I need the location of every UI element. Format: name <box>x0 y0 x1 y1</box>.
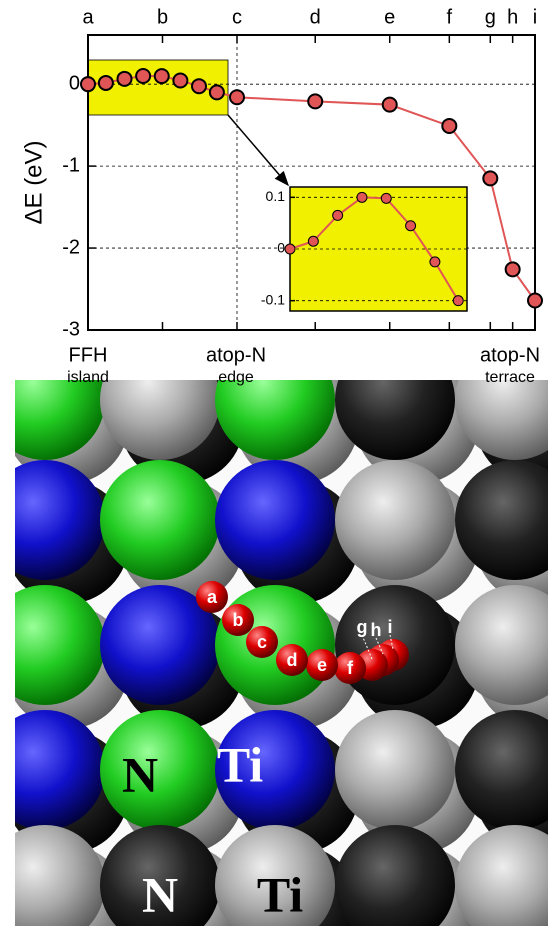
atom <box>215 460 335 580</box>
path-label: b <box>233 610 244 630</box>
x-tick-label: c <box>232 6 242 28</box>
leader <box>361 634 373 660</box>
atom <box>15 825 105 926</box>
atom <box>15 585 105 705</box>
atom <box>455 710 548 830</box>
data-point <box>208 84 225 101</box>
atom <box>100 460 220 580</box>
data-point <box>116 70 133 87</box>
plot-frame <box>87 34 536 331</box>
data-point <box>284 243 296 255</box>
data-point <box>332 209 344 221</box>
annotation: FFH <box>69 344 108 366</box>
data-point <box>380 192 392 204</box>
data-point <box>135 67 152 84</box>
data-point <box>80 76 96 93</box>
annotation: atop-N <box>480 344 540 366</box>
path-ball <box>196 581 228 613</box>
data-point <box>482 170 499 187</box>
inset-y-tick-label: 0 <box>277 240 285 256</box>
atom <box>215 710 335 830</box>
atom <box>100 825 220 926</box>
annotation-sub: terrace <box>485 369 535 386</box>
data-point <box>153 68 170 85</box>
x-tick-label: i <box>533 6 537 28</box>
y-tick-label: 0 <box>69 72 80 94</box>
x-tick-label: e <box>384 6 395 28</box>
atom <box>100 710 220 830</box>
inset-y-tick-label: 0.1 <box>266 188 286 204</box>
x-tick-label: b <box>157 6 168 28</box>
data-point <box>356 191 368 203</box>
y-axis-label: ΔE (eV) <box>20 140 47 224</box>
inset-background <box>290 187 467 311</box>
path-label: c <box>257 632 267 652</box>
data-point <box>441 117 458 134</box>
data-point <box>527 292 543 309</box>
atom <box>215 825 335 926</box>
atom <box>455 585 548 705</box>
path-label: h <box>371 620 382 640</box>
atom <box>100 585 220 705</box>
inset-arrow <box>227 114 289 187</box>
path-label: a <box>207 587 218 607</box>
path-ball <box>246 626 278 658</box>
path-ball <box>222 604 254 636</box>
path-label: f <box>347 658 354 678</box>
data-point <box>405 220 417 232</box>
data-point <box>504 261 521 278</box>
atom <box>335 380 455 460</box>
x-tick-label: d <box>310 6 321 28</box>
atom-label: Ti <box>217 736 263 792</box>
data-point <box>172 72 189 89</box>
atom <box>335 710 455 830</box>
x-tick-label: h <box>507 6 518 28</box>
x-tick-label: a <box>82 6 94 28</box>
path-label: i <box>387 617 392 637</box>
atom-label: N <box>142 866 178 922</box>
atom <box>455 460 548 580</box>
annotation-sub: island <box>67 369 109 386</box>
y-tick-label: -2 <box>62 236 80 258</box>
inset-y-tick-label: -0.1 <box>261 291 285 307</box>
atom <box>335 460 455 580</box>
atom <box>15 380 105 460</box>
atom <box>215 380 335 460</box>
path-ball <box>306 649 338 681</box>
atom-label: Ti <box>257 866 303 922</box>
y-tick-label: -1 <box>62 154 80 176</box>
data-point <box>191 78 208 95</box>
atom <box>100 380 220 460</box>
series-line <box>289 196 460 302</box>
path-label: g <box>357 617 368 637</box>
path-label: e <box>317 655 327 675</box>
data-point <box>452 295 464 307</box>
x-tick-label: f <box>447 6 453 28</box>
data-point <box>229 89 245 106</box>
annotation: atop-N <box>206 344 266 366</box>
y-tick-label: -3 <box>62 318 80 340</box>
path-ball <box>334 652 366 684</box>
path-label: d <box>287 650 298 670</box>
data-point <box>429 256 441 268</box>
data-point <box>307 93 324 110</box>
data-point <box>381 96 398 113</box>
data-point <box>97 74 114 91</box>
atom <box>455 380 548 460</box>
path-ball <box>276 644 308 676</box>
leader <box>375 637 384 655</box>
atom <box>455 825 548 926</box>
atom <box>15 460 105 580</box>
atom <box>335 825 455 926</box>
atom <box>15 710 105 830</box>
atom-label: N <box>122 746 158 802</box>
annotation-sub: edge <box>218 369 254 386</box>
x-tick-label: g <box>485 6 496 28</box>
data-point <box>307 235 319 247</box>
